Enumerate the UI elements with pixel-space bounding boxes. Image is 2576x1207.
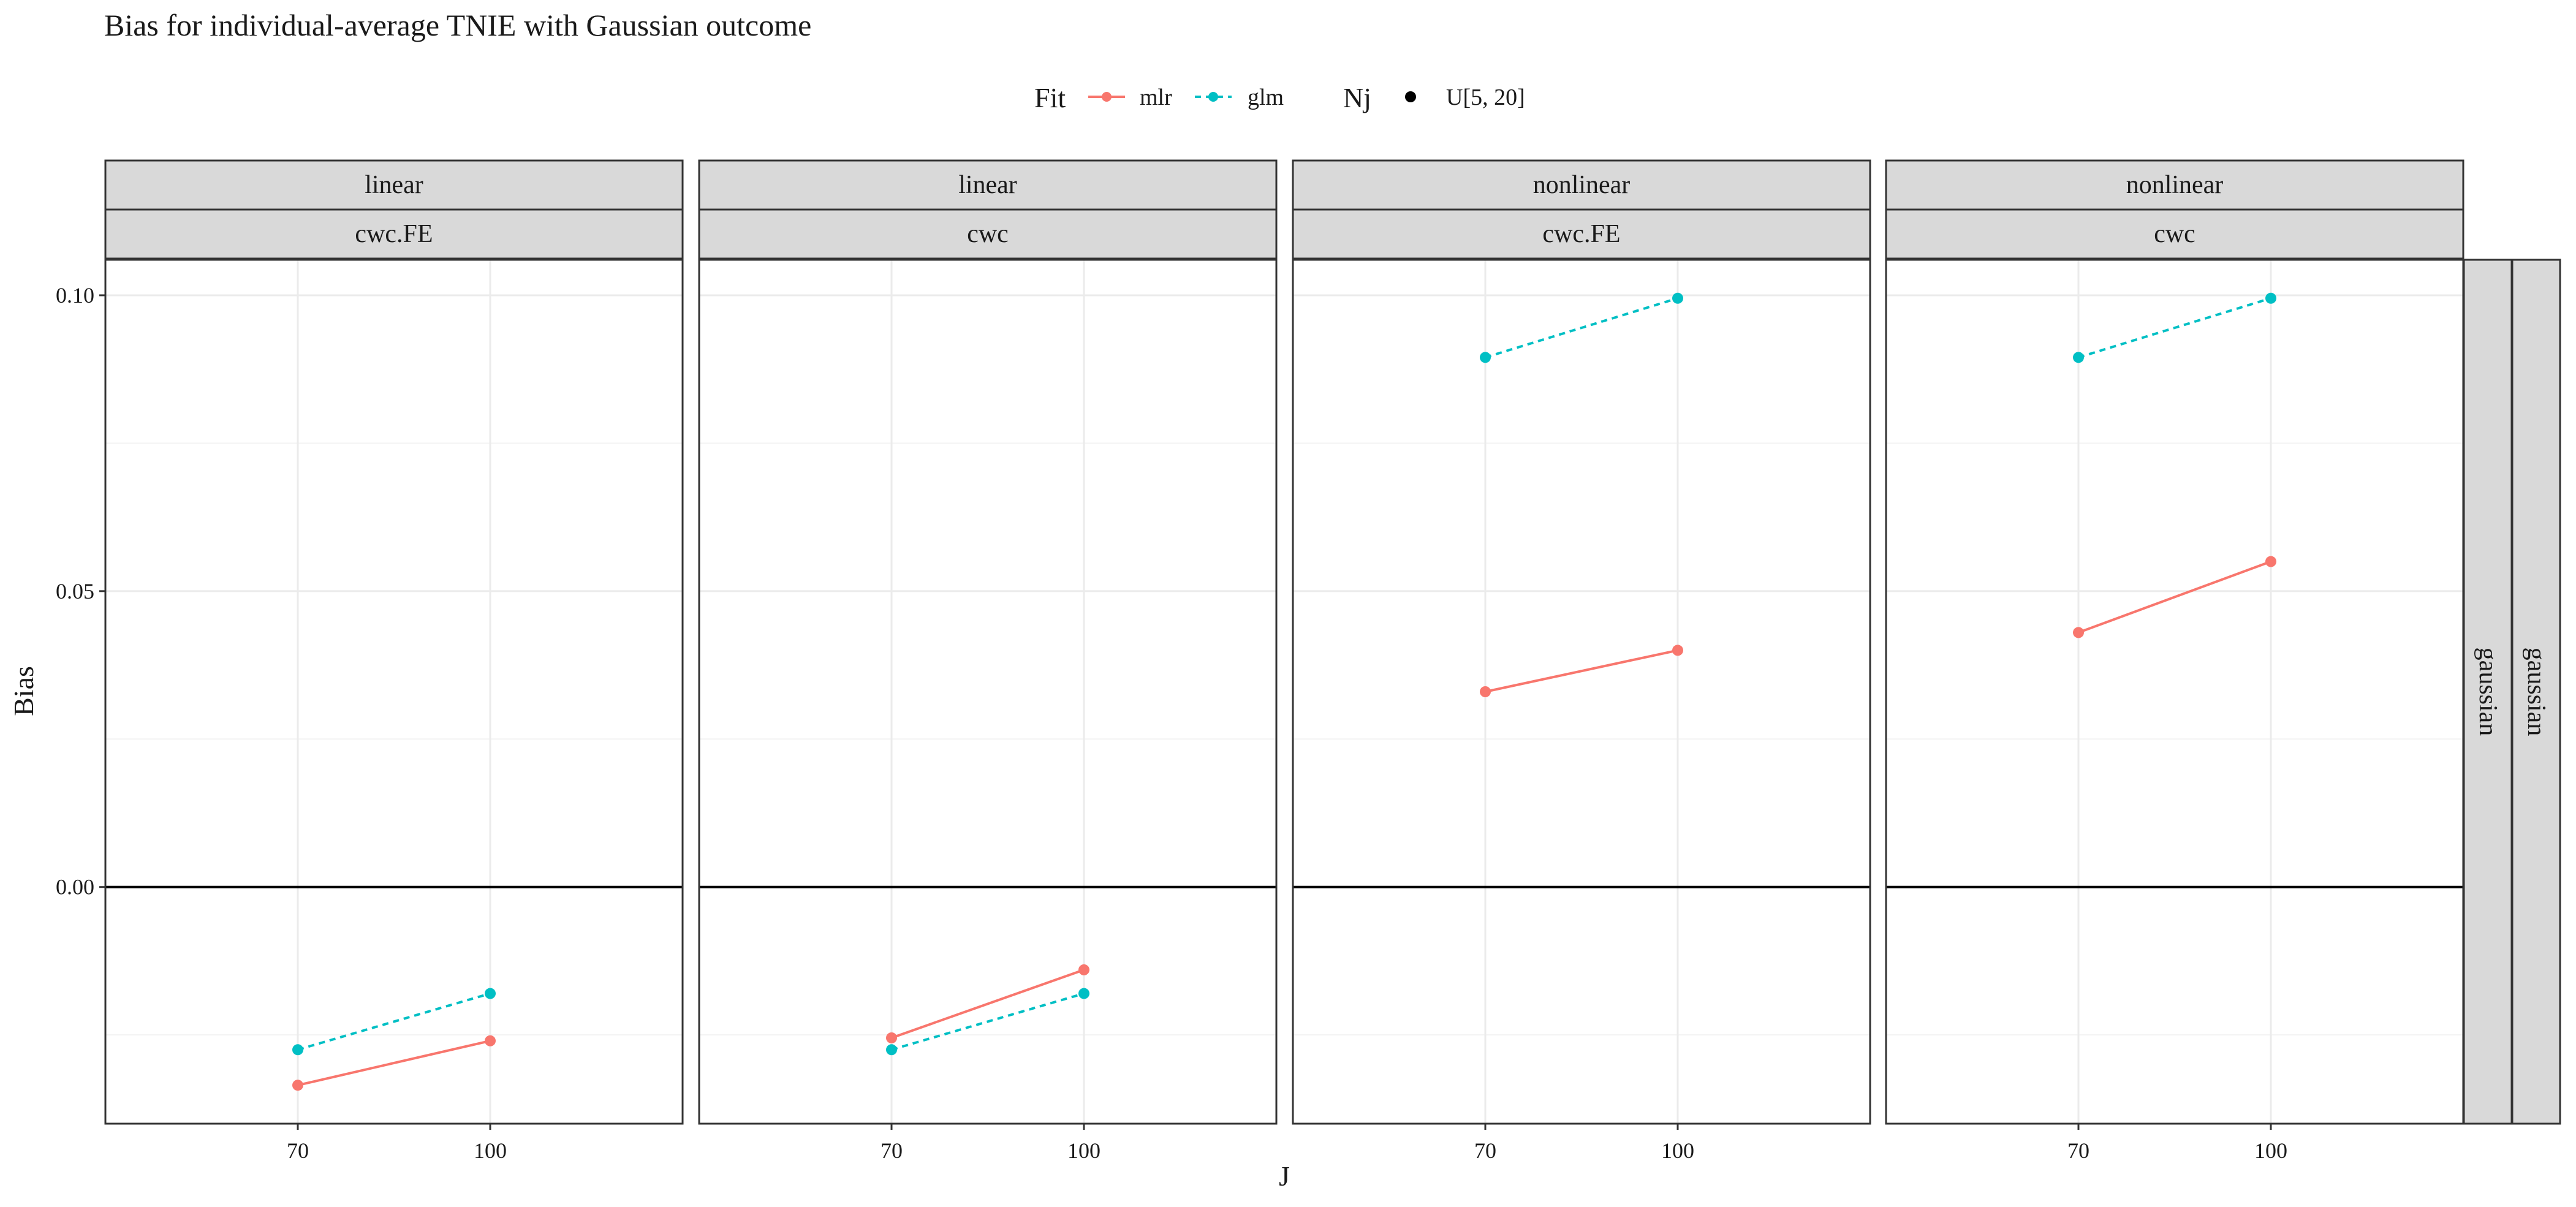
- facet-strip-top-label: linear: [958, 171, 1017, 199]
- data-point-glm: [485, 988, 496, 999]
- facet-strip-top: [104, 159, 684, 211]
- legend-mlr-label: mlr: [1140, 85, 1172, 110]
- row-strip-label: gaussian: [2474, 648, 2502, 736]
- facet-panel: nonlinear cwc 70 100: [1885, 159, 2464, 1163]
- series-line-mlr: [297, 1039, 491, 1087]
- y-axis-title: Bias: [8, 666, 39, 716]
- facet-strip-top: [698, 159, 1278, 211]
- x-tick-label: 70: [2067, 1138, 2089, 1163]
- facet-strip-bottom-label: cwc.FE: [355, 220, 433, 248]
- facet-strip-bottom: [104, 208, 684, 260]
- facet-panel: nonlinear cwc.FE 70 100: [1292, 159, 1871, 1163]
- series-line-mlr: [891, 969, 1085, 1039]
- facet-panel: linear cwc.FE 70 100: [104, 159, 684, 1163]
- legend-nj-label: U[5, 20]: [1446, 85, 1525, 110]
- data-point-glm: [2073, 352, 2084, 363]
- data-point-mlr: [1672, 645, 1683, 656]
- row-strips: gaussian gaussian: [2463, 259, 2561, 1125]
- x-axis-title: J: [1279, 1160, 1290, 1192]
- facet-panel: linear cwc 70 100: [698, 159, 1278, 1163]
- facet-strip-bottom: [698, 208, 1278, 260]
- panel-border: [1885, 259, 2464, 1125]
- series-line-glm: [1485, 297, 1678, 359]
- legend-fit-title: Fit: [1034, 82, 1066, 113]
- y-tick-label: 0.05: [56, 579, 94, 604]
- facet-strip-bottom: [1885, 208, 2464, 260]
- x-tick-label: 70: [287, 1138, 309, 1163]
- data-point-mlr: [1078, 964, 1089, 975]
- data-point-mlr: [886, 1032, 897, 1043]
- data-point-mlr: [2265, 556, 2276, 567]
- legend-nj-point: [1405, 91, 1416, 102]
- x-tick-label: 100: [474, 1138, 507, 1163]
- x-tick-label: 70: [1474, 1138, 1496, 1163]
- legend-glm-label: glm: [1248, 85, 1284, 110]
- chart-title: Bias for individual-average TNIE with Ga…: [104, 8, 811, 42]
- data-point-glm: [1078, 988, 1089, 999]
- data-point-glm: [886, 1044, 897, 1056]
- facet-strip-top: [1885, 159, 2464, 211]
- panel-border: [1292, 259, 1871, 1125]
- series-line-mlr: [2078, 560, 2271, 634]
- legend-nj-title: Nj: [1343, 82, 1371, 113]
- facet-strip-bottom-label: cwc: [2154, 220, 2195, 248]
- data-point-glm: [292, 1044, 303, 1056]
- x-tick-label: 100: [2254, 1138, 2287, 1163]
- facet-strip-top-label: nonlinear: [2126, 171, 2224, 199]
- data-point-glm: [1672, 292, 1683, 304]
- facet-strip-bottom-label: cwc: [967, 220, 1009, 248]
- data-point-mlr: [2073, 627, 2084, 638]
- row-strip: [2463, 259, 2513, 1125]
- x-tick-label: 70: [881, 1138, 903, 1163]
- facet-strip-bottom: [1292, 208, 1871, 260]
- series-line-mlr: [1485, 649, 1678, 693]
- data-point-mlr: [292, 1080, 303, 1091]
- legend-glm-point: [1208, 92, 1218, 102]
- legend-mlr-point: [1102, 92, 1112, 102]
- facet-strip-top-label: linear: [365, 171, 423, 199]
- row-strip-label: gaussian: [2522, 648, 2550, 736]
- data-point-glm: [2265, 292, 2276, 304]
- facet-strip-top-label: nonlinear: [1533, 171, 1631, 199]
- data-point-mlr: [485, 1035, 496, 1046]
- series-line-glm: [2078, 297, 2271, 359]
- y-tick-label: 0.00: [56, 875, 94, 899]
- panel-border: [698, 259, 1278, 1125]
- series-line-glm: [891, 992, 1085, 1051]
- x-tick-label: 100: [1661, 1138, 1694, 1163]
- row-strip: [2511, 259, 2561, 1125]
- data-point-mlr: [1480, 686, 1491, 697]
- facet-strip-top: [1292, 159, 1871, 211]
- y-tick-label: 0.10: [56, 283, 94, 308]
- data-point-glm: [1480, 352, 1491, 363]
- x-tick-label: 100: [1067, 1138, 1100, 1163]
- panel-border: [104, 259, 684, 1125]
- facet-strip-bottom-label: cwc.FE: [1542, 220, 1620, 248]
- y-axis: 0.00 0.05 0.10: [56, 283, 105, 899]
- legend: Fit mlr glm Nj U[5, 20]: [1034, 82, 1525, 113]
- series-line-glm: [297, 992, 491, 1051]
